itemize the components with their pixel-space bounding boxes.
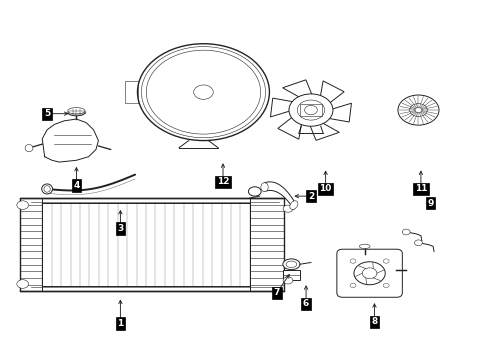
Ellipse shape bbox=[42, 184, 52, 194]
Polygon shape bbox=[319, 81, 344, 108]
Polygon shape bbox=[307, 118, 339, 140]
Text: 11: 11 bbox=[415, 184, 427, 193]
Circle shape bbox=[350, 259, 356, 263]
Text: 4: 4 bbox=[73, 181, 79, 190]
Bar bbox=[283, 270, 300, 280]
Text: 1: 1 bbox=[117, 319, 123, 328]
Ellipse shape bbox=[68, 109, 85, 116]
Ellipse shape bbox=[261, 183, 268, 192]
Text: 12: 12 bbox=[217, 177, 229, 186]
Circle shape bbox=[383, 259, 389, 263]
Ellipse shape bbox=[44, 186, 50, 192]
Text: 5: 5 bbox=[44, 109, 50, 118]
Text: 3: 3 bbox=[117, 224, 123, 233]
Text: 7: 7 bbox=[273, 288, 280, 297]
Circle shape bbox=[402, 229, 410, 235]
Bar bbox=[20, 198, 42, 291]
Ellipse shape bbox=[290, 201, 298, 210]
Text: 8: 8 bbox=[371, 317, 378, 326]
Circle shape bbox=[415, 240, 422, 246]
Circle shape bbox=[383, 283, 389, 288]
Circle shape bbox=[283, 205, 293, 212]
Circle shape bbox=[289, 94, 333, 126]
Circle shape bbox=[398, 95, 439, 125]
Circle shape bbox=[17, 280, 28, 288]
Text: 6: 6 bbox=[303, 299, 309, 308]
Circle shape bbox=[248, 187, 261, 196]
Text: 10: 10 bbox=[319, 184, 332, 193]
Polygon shape bbox=[270, 98, 303, 117]
Ellipse shape bbox=[359, 244, 370, 248]
Circle shape bbox=[138, 44, 270, 140]
Text: 2: 2 bbox=[308, 192, 314, 201]
Bar bbox=[250, 198, 284, 291]
Polygon shape bbox=[319, 103, 351, 122]
Ellipse shape bbox=[283, 259, 300, 270]
Ellipse shape bbox=[68, 108, 85, 114]
Bar bbox=[20, 198, 284, 291]
Polygon shape bbox=[278, 112, 303, 139]
Text: 9: 9 bbox=[427, 199, 434, 208]
Polygon shape bbox=[283, 80, 315, 102]
Circle shape bbox=[283, 277, 293, 284]
Bar bbox=[300, 104, 322, 116]
Circle shape bbox=[350, 283, 356, 288]
Circle shape bbox=[17, 201, 28, 210]
Polygon shape bbox=[42, 119, 98, 162]
Bar bbox=[125, 81, 138, 103]
FancyBboxPatch shape bbox=[337, 249, 402, 297]
Bar bbox=[42, 203, 250, 286]
Ellipse shape bbox=[25, 144, 33, 152]
